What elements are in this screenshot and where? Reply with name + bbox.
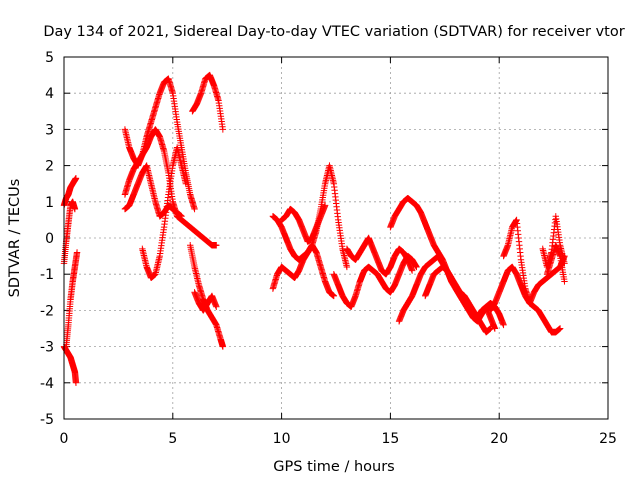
- y-tick-label: -2: [40, 303, 54, 319]
- data-point: [343, 263, 351, 271]
- y-tick-label: 0: [45, 231, 54, 247]
- y-tick-label: -1: [40, 267, 54, 283]
- y-tick-label: 3: [45, 122, 54, 138]
- x-tick-label: 15: [381, 431, 399, 447]
- x-tick-label: 0: [60, 431, 69, 447]
- data-point: [330, 292, 338, 300]
- y-tick-label: -5: [40, 412, 54, 428]
- x-tick-label: 5: [168, 431, 177, 447]
- y-tick-label: 1: [45, 195, 54, 211]
- x-axis-label: GPS time / hours: [273, 459, 394, 475]
- data-point: [213, 303, 220, 310]
- data-point: [191, 205, 198, 213]
- data-point: [413, 263, 420, 271]
- x-tick-label: 25: [599, 431, 617, 447]
- data-point: [556, 325, 564, 332]
- y-tick-label: 5: [45, 50, 54, 66]
- y-tick-label: 4: [45, 86, 54, 102]
- data-point: [408, 267, 416, 274]
- data-point: [213, 242, 220, 249]
- y-tick-label: 2: [45, 159, 54, 175]
- data-point: [487, 325, 494, 332]
- y-tick-label: -3: [40, 340, 54, 356]
- y-tick-label: -4: [40, 376, 54, 392]
- x-tick-label: 10: [273, 431, 291, 447]
- x-tick-label: 20: [490, 431, 508, 447]
- data-point: [321, 202, 329, 209]
- data-point: [500, 321, 507, 329]
- data-point: [561, 260, 568, 267]
- data-points: [60, 71, 568, 386]
- y-axis-label: SDTVAR / TECUs: [7, 179, 23, 298]
- data-point: [561, 278, 568, 285]
- y-tick-labels: -5 -4 -3 -2 -1 0 1 2 3 4 5: [40, 50, 54, 428]
- plot-frame: [63, 56, 609, 420]
- data-point: [72, 379, 80, 386]
- data-point: [182, 180, 190, 187]
- data-point: [73, 249, 81, 256]
- data-point: [71, 205, 79, 213]
- data-point: [219, 343, 227, 350]
- data-point: [178, 213, 185, 220]
- chart-title: Day 134 of 2021, Sidereal Day-to-day VTE…: [43, 24, 624, 40]
- x-tick-labels: 0 5 10 15 20 25: [60, 431, 617, 447]
- data-point: [219, 126, 227, 133]
- data-point: [72, 175, 80, 182]
